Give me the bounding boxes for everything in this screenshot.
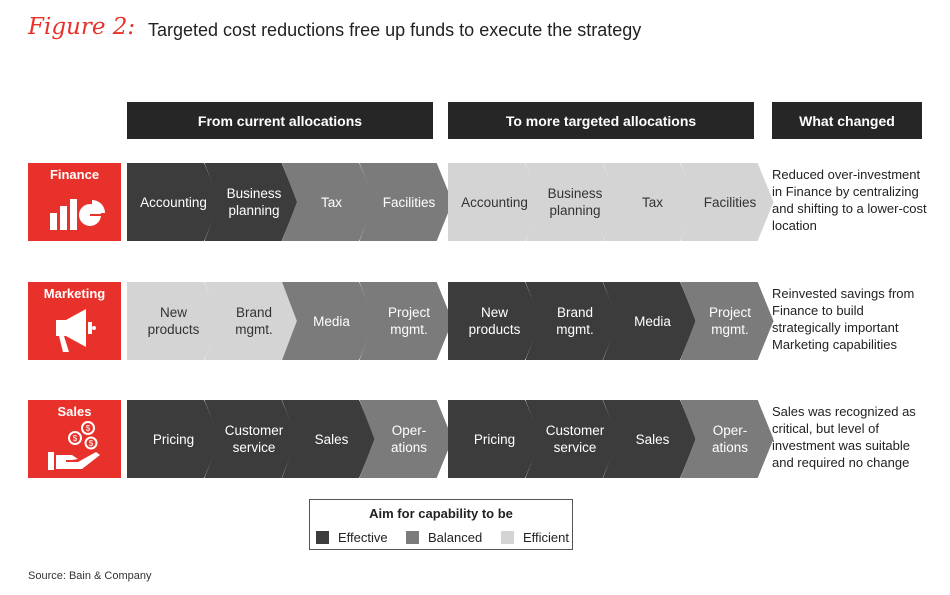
chevron-from-sales-4: Oper- ations: [359, 400, 453, 478]
chevron-to-sales-2: Customer service: [525, 400, 619, 478]
legend-swatch-efficient: [501, 531, 514, 544]
legend-label: Balanced: [428, 530, 483, 545]
chevron-from-finance-1: Accounting: [127, 163, 220, 241]
legend-item-efficient: Efficient: [501, 530, 569, 545]
figure-title: Targeted cost reductions free up funds t…: [148, 20, 642, 40]
bar-pie-chart-icon: [50, 199, 105, 230]
legend-title: Aim for capability to be: [369, 506, 513, 521]
legend-item-effective: Effective: [316, 530, 388, 545]
figure-label: Figure 2:: [28, 14, 136, 40]
chevron-from-finance-2: Business planning: [204, 163, 298, 241]
change-sales: Sales was recognized as critical, but le…: [772, 404, 916, 470]
chevron-from-marketing-4: Project mgmt.: [359, 282, 453, 360]
chevron-to-finance-1: Accounting: [448, 163, 541, 241]
svg-text:$: $: [86, 424, 91, 433]
row-label-text: Marketing: [43, 286, 106, 301]
change-finance: Reduced over-investment in Finance by ce…: [772, 167, 927, 233]
legend-label: Effective: [338, 530, 388, 545]
svg-text:$: $: [89, 439, 94, 448]
chevron-from-marketing-2: Brand mgmt.: [204, 282, 298, 360]
row-label-text: Finance: [49, 167, 100, 182]
legend-swatch-balanced: [406, 531, 419, 544]
header-from-current: From current allocations: [127, 102, 433, 139]
legend: Aim for capability to be Effective Balan…: [309, 499, 573, 550]
change-marketing: Reinvested savings from Finance to build…: [772, 286, 915, 352]
header-what-changed: What changed: [772, 102, 922, 139]
chevron-to-marketing-3: Media: [603, 282, 696, 360]
chevron-to-sales-1: Pricing: [448, 400, 541, 478]
row-label-finance: Finance: [28, 163, 121, 241]
chevron-to-finance-3: Tax: [603, 163, 696, 241]
chevron-from-sales-1: Pricing: [127, 400, 220, 478]
chevron-from-marketing-1: New products: [127, 282, 220, 360]
chevron-to-sales-4: Oper- ations: [680, 400, 774, 478]
legend-label: Efficient: [523, 530, 570, 545]
row-label-text: Sales: [57, 404, 92, 419]
chevron-from-sales-3: Sales: [282, 400, 375, 478]
megaphone-icon: [56, 309, 96, 352]
svg-text:$: $: [73, 434, 78, 443]
chevron-to-marketing-1: New products: [448, 282, 541, 360]
chevron-from-marketing-3: Media: [282, 282, 375, 360]
chevron-from-finance-4: Facilities: [359, 163, 453, 241]
chevron-to-finance-2: Business planning: [525, 163, 619, 241]
hand-coins-icon: $ $ $: [48, 421, 100, 470]
row-label-sales: Sales $ $ $: [28, 400, 121, 478]
header-to-targeted: To more targeted allocations: [448, 102, 754, 139]
chevron-from-sales-2: Customer service: [204, 400, 298, 478]
legend-swatch-effective: [316, 531, 329, 544]
source-note: Source: Bain & Company: [28, 570, 152, 582]
chevron-to-sales-3: Sales: [603, 400, 696, 478]
legend-item-balanced: Balanced: [406, 530, 482, 545]
row-label-marketing: Marketing: [28, 282, 121, 360]
chevron-to-marketing-2: Brand mgmt.: [525, 282, 619, 360]
chevron-to-marketing-4: Project mgmt.: [680, 282, 774, 360]
chevron-to-finance-4: Facilities: [680, 163, 774, 241]
chevron-from-finance-3: Tax: [282, 163, 375, 241]
